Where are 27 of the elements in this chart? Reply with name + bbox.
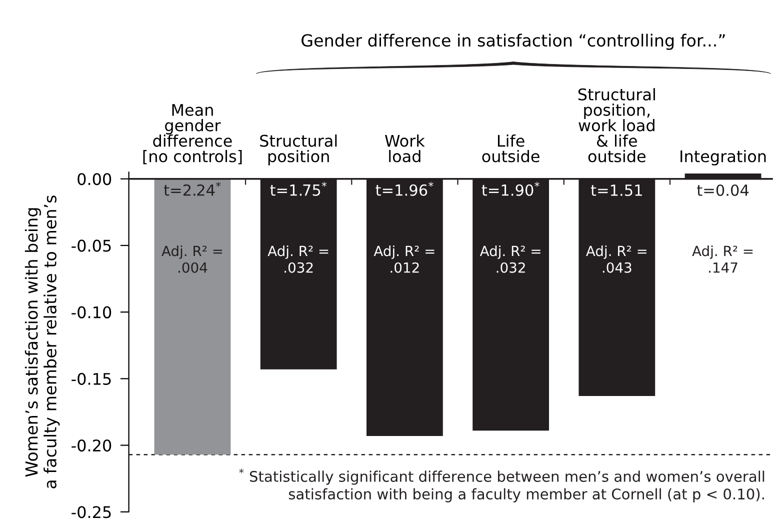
chart-title: Gender difference in satisfaction “controlling for...” [302, 34, 725, 50]
y-tick-label: -0.05 [72, 240, 111, 252]
annotation: t=1.75$^{*}$ [270, 182, 327, 196]
x-tick-label: Life outside [482, 134, 540, 162]
y-axis-title: Women’s satisfaction with being a faculty member relative to men’s [24, 196, 60, 488]
x-tick-label: Structural position [260, 134, 337, 166]
annotation: t=1.96$^{*}$ [376, 182, 434, 196]
annotation: Adj. R² = .004 [162, 245, 222, 273]
annotation: $^{*}$ Statistically significant difference between men’s and women’s overall satisfaction with being a faculty member at Cornell (at p < 0.10). [239, 468, 764, 502]
x-tick-label: Structural position, work load & life outside [578, 88, 655, 162]
x-tick-label: Integration [680, 150, 766, 166]
annotation: Adj. R² = .043 [586, 245, 646, 273]
x-tick-label: Mean gender difference [no controls] [143, 104, 242, 164]
y-tick-label: -0.25 [72, 506, 111, 518]
x-tick-label: Work load [385, 134, 425, 162]
annotation: Adj. R² = .012 [374, 245, 434, 273]
y-tick-label: -0.15 [72, 372, 111, 385]
y-tick-label: -0.10 [72, 306, 112, 318]
annotation: Adj. R² = .147 [692, 245, 753, 273]
annotation: Adj. R² = .032 [268, 245, 328, 273]
y-tick-label: -0.20 [72, 439, 112, 452]
annotation: t=0.04 [697, 184, 749, 196]
annotation: t=1.51 [590, 184, 642, 196]
y-tick-label: 0.00 [78, 173, 112, 186]
annotation: t=1.90$^{*}$ [482, 182, 540, 196]
annotation: t=2.24$^{*}$ [164, 182, 221, 196]
annotation: Adj. R² = .032 [480, 245, 540, 273]
